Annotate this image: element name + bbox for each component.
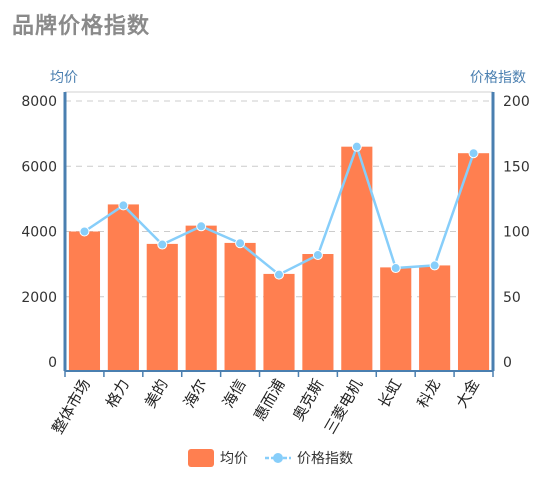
- x-tick-label: 三菱电机: [321, 376, 367, 437]
- y-left-tick-label: 4000: [21, 225, 57, 241]
- bar: [185, 225, 217, 371]
- bar: [224, 242, 256, 371]
- line-point: [351, 141, 362, 152]
- line-point: [390, 263, 401, 274]
- line-point: [196, 221, 207, 232]
- line-point: [157, 239, 168, 250]
- x-tick-label: 海信: [219, 376, 250, 411]
- bar: [107, 204, 139, 371]
- x-tick-label: 整体市场: [48, 376, 94, 437]
- y-right-axis-label: 价格指数: [470, 70, 526, 86]
- bar: [68, 231, 101, 371]
- legend-label-line: 价格指数: [297, 451, 353, 467]
- y-right-tick-label: 0: [503, 355, 512, 371]
- x-tick-label: 奥克斯: [289, 376, 327, 424]
- x-tick-label: 海尔: [180, 376, 211, 411]
- line-point: [468, 148, 479, 159]
- line-point: [118, 200, 129, 211]
- x-tick-label: 长虹: [375, 376, 406, 411]
- y-right-tick-label: 150: [503, 159, 530, 175]
- page-title: 品牌价格指数: [12, 14, 151, 39]
- bar: [302, 254, 334, 371]
- y-right-tick-label: 200: [503, 94, 530, 110]
- legend-swatch-bar: [188, 449, 214, 467]
- bar: [263, 273, 295, 371]
- line-point: [274, 269, 284, 280]
- y-left-tick-label: 0: [48, 355, 57, 371]
- legend-swatch-line-marker: [273, 453, 283, 463]
- y-left-tick-label: 2000: [21, 290, 57, 306]
- x-tick-label: 格力: [102, 376, 133, 411]
- line-point: [235, 238, 246, 249]
- bar: [341, 146, 373, 371]
- bar: [419, 265, 451, 371]
- y-left-axis-label: 均价: [50, 70, 78, 86]
- bar: [146, 243, 178, 371]
- y-left-tick-label: 8000: [21, 94, 57, 110]
- line-point: [312, 249, 323, 260]
- legend-label-bar: 均价: [220, 451, 248, 467]
- y-left-tick-label: 6000: [21, 159, 57, 175]
- y-right-tick-label: 100: [503, 225, 530, 241]
- y-right-tick-label: 50: [503, 290, 521, 306]
- x-tick-label: 惠而浦: [250, 376, 288, 424]
- x-tick-label: 大金: [452, 376, 483, 411]
- x-tick-label: 科龙: [414, 376, 445, 411]
- line-point: [429, 260, 440, 271]
- line-point: [79, 226, 90, 237]
- bar: [380, 267, 412, 371]
- bar: [457, 153, 490, 371]
- x-tick-label: 美的: [141, 376, 172, 411]
